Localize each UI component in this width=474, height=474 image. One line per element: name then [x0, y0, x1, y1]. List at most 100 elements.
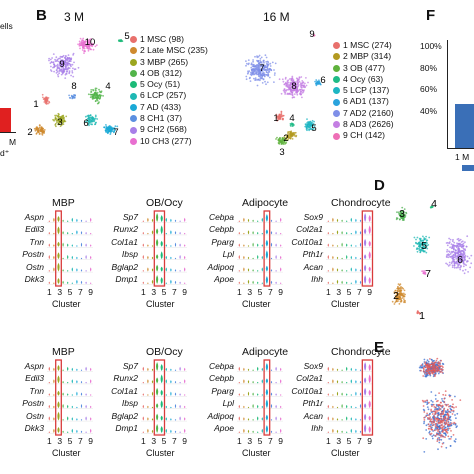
violin-shape — [90, 428, 92, 433]
violin-shape — [270, 242, 273, 247]
violin-shape — [174, 231, 177, 235]
violin-shape — [261, 379, 263, 384]
violin-shape — [261, 244, 263, 247]
violin-shape — [364, 275, 367, 284]
x-tick-label: 9 — [182, 287, 187, 297]
violin-shape — [160, 277, 163, 284]
violin-shape — [170, 368, 172, 371]
violin-shape — [57, 262, 60, 272]
violin-shape — [67, 220, 69, 222]
violin-shape — [80, 392, 83, 396]
legend-swatch — [333, 64, 340, 72]
violin-shape — [147, 405, 149, 409]
gene-label: Ibsp — [121, 249, 138, 260]
violin-shape — [184, 428, 186, 433]
3m-legend-item: 1 MSC (98) — [130, 34, 208, 45]
violin-shape — [156, 377, 159, 384]
violin-shape — [170, 218, 172, 222]
gene-label: Aspn — [24, 361, 44, 371]
violin-shape — [257, 431, 259, 433]
violin-shape — [341, 257, 343, 260]
violin-shape — [332, 282, 334, 284]
violin-shape — [243, 428, 245, 433]
legend-label: 6 AD1 (137) — [343, 96, 389, 107]
violin-shape — [147, 282, 149, 284]
panel-d-cluster-label-6: 6 — [457, 254, 463, 266]
x-tick-label: 1 — [326, 436, 331, 446]
violin-shape — [160, 251, 163, 260]
violin-shape — [270, 392, 273, 396]
violin-shape — [48, 416, 50, 421]
violin-shape — [243, 217, 245, 222]
violin-shape — [142, 393, 144, 396]
violin-shape — [257, 281, 259, 284]
violin-shape — [332, 428, 334, 433]
violin-shape — [174, 242, 177, 247]
violin-shape — [247, 256, 250, 260]
legend-label: 4 OB (312) — [140, 67, 183, 78]
violin-shape — [364, 254, 367, 260]
panel-d-cluster-label-2: 2 — [393, 290, 399, 302]
legend-label: 3 OB (477) — [343, 62, 386, 73]
violin-shape — [364, 362, 367, 371]
violin-shape — [147, 217, 149, 222]
violin-shape — [156, 413, 159, 421]
x-tick-label: 7 — [77, 436, 83, 446]
violin-shape — [62, 404, 64, 409]
panel-d-cluster-label-1: 1 — [419, 310, 425, 322]
panel-e-red-points-2 — [421, 390, 462, 448]
x-tick-label: 5 — [67, 436, 73, 446]
violin-shape — [350, 255, 352, 260]
legend-label: 6 LCP (257) — [140, 90, 187, 101]
violin-shape — [368, 400, 371, 409]
violin-shape — [184, 417, 186, 421]
violin-gene-labels: Cebpa Cebpb Pparg Lpl Adipoq Apoe — [196, 360, 234, 434]
cluster-3-points — [52, 112, 68, 128]
violin-shape — [346, 366, 348, 371]
panel-b-left-title: 3 M — [64, 10, 85, 24]
violin-shape — [238, 366, 240, 371]
violin-shape — [48, 232, 50, 235]
x-tick-label: 5 — [67, 287, 73, 297]
violin-shape — [184, 267, 186, 272]
violin-shape — [265, 388, 268, 396]
legend-swatch — [130, 115, 137, 123]
violin-plot — [237, 359, 283, 436]
violin-shape — [350, 428, 352, 433]
16m-legend-item: 5 LCP (137) — [333, 85, 394, 96]
violin-shape — [261, 417, 263, 421]
violin-shape — [179, 220, 181, 222]
violin-shape — [346, 232, 348, 235]
violin-shape — [247, 391, 250, 396]
violin-shape — [265, 229, 268, 235]
violin-shape — [238, 431, 240, 433]
violin-shape — [243, 267, 245, 272]
violin-x-axis-label: Cluster — [146, 448, 175, 458]
violin-shape — [71, 417, 73, 421]
violin-shape — [76, 218, 78, 222]
legend-swatch — [130, 103, 137, 111]
violin-shape — [67, 366, 69, 371]
violin-shape — [151, 218, 154, 222]
cluster-label-9: 9 — [309, 29, 314, 40]
violin-shape — [174, 219, 177, 222]
violin-shape — [151, 230, 154, 235]
violin-group-title: OB/Ocy — [146, 197, 183, 209]
violin-shape — [179, 281, 181, 284]
violin-shape — [341, 242, 343, 247]
violin-plot — [326, 210, 374, 287]
violin-x-axis-label: Cluster — [331, 299, 360, 309]
violin-shape — [179, 416, 181, 421]
violin-shape — [280, 417, 282, 421]
violin-shape — [142, 243, 144, 247]
violin-shape — [257, 243, 259, 247]
violin-shape — [280, 282, 282, 284]
violin-shape — [142, 416, 144, 421]
violin-shape — [160, 215, 163, 222]
violin-shape — [170, 380, 172, 384]
violin-shape — [247, 368, 250, 371]
violin-shape — [359, 231, 362, 235]
panel-e-red-points — [420, 357, 444, 377]
gene-label: Bglap2 — [111, 261, 138, 272]
violin-shape — [62, 219, 64, 222]
